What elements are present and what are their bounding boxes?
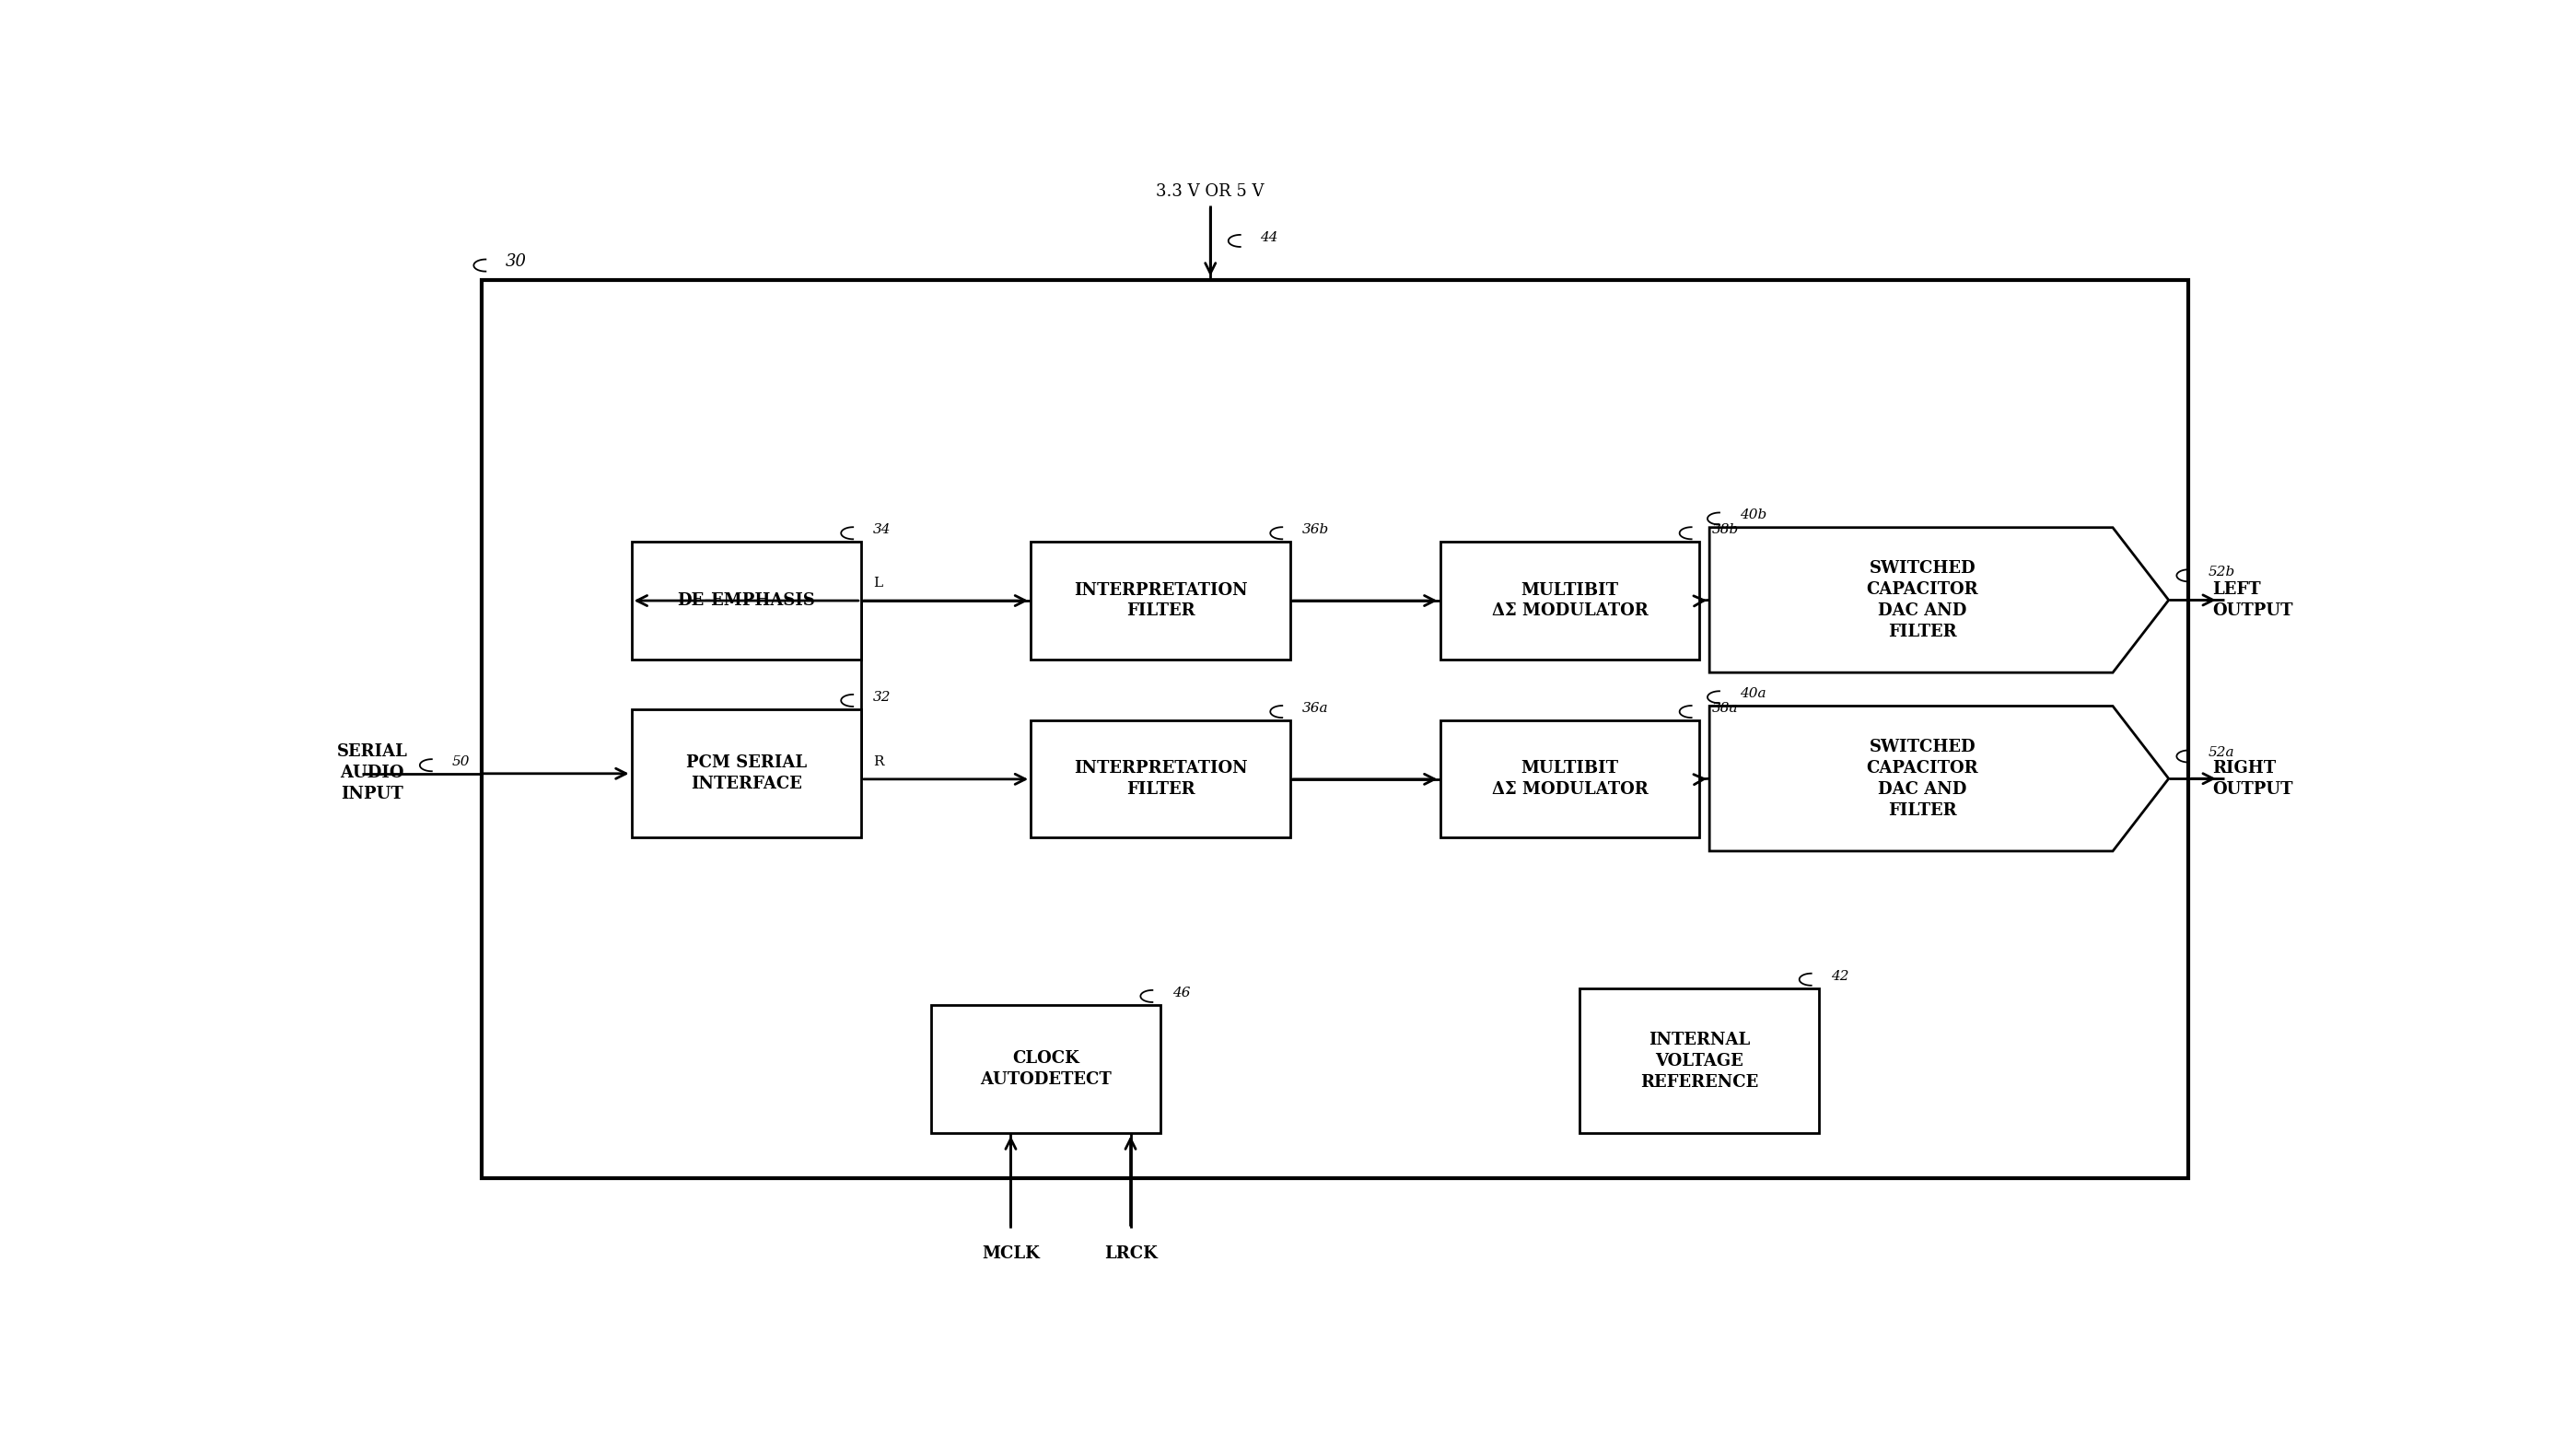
Bar bbox=[1440, 720, 1700, 838]
Text: INTERPRETATION
FILTER: INTERPRETATION FILTER bbox=[1074, 761, 1247, 798]
Text: 32: 32 bbox=[873, 691, 891, 704]
Text: 3.3 V OR 5 V: 3.3 V OR 5 V bbox=[1157, 183, 1265, 200]
Text: 36a: 36a bbox=[1303, 701, 1329, 714]
Text: MULTIBIT
ΔΣ MODULATOR: MULTIBIT ΔΣ MODULATOR bbox=[1492, 582, 1649, 620]
Text: 36b: 36b bbox=[1303, 523, 1329, 536]
Text: INTERPRETATION
FILTER: INTERPRETATION FILTER bbox=[1074, 582, 1247, 620]
Bar bbox=[1440, 542, 1700, 659]
Bar bbox=[1030, 542, 1291, 659]
Text: SWITCHED
CAPACITOR
DAC AND
FILTER: SWITCHED CAPACITOR DAC AND FILTER bbox=[1865, 739, 1978, 819]
Polygon shape bbox=[1710, 706, 2169, 851]
Text: 40b: 40b bbox=[1739, 509, 1767, 522]
Text: 42: 42 bbox=[1832, 969, 1850, 982]
Text: DE-EMPHASIS: DE-EMPHASIS bbox=[677, 593, 814, 609]
Text: 40a: 40a bbox=[1739, 687, 1765, 700]
Text: SERIAL
AUDIO
INPUT: SERIAL AUDIO INPUT bbox=[337, 743, 407, 803]
Text: INTERNAL
VOLTAGE
REFERENCE: INTERNAL VOLTAGE REFERENCE bbox=[1641, 1032, 1759, 1090]
Text: LEFT
OUTPUT: LEFT OUTPUT bbox=[2213, 581, 2293, 619]
Text: L: L bbox=[873, 577, 884, 590]
Text: 30: 30 bbox=[505, 254, 528, 271]
Bar bbox=[1030, 720, 1291, 838]
Bar bbox=[1579, 988, 1819, 1133]
Text: 46: 46 bbox=[1172, 987, 1190, 1000]
Text: PCM SERIAL
INTERFACE: PCM SERIAL INTERFACE bbox=[685, 755, 806, 793]
Text: SWITCHED
CAPACITOR
DAC AND
FILTER: SWITCHED CAPACITOR DAC AND FILTER bbox=[1865, 561, 1978, 640]
Text: 38a: 38a bbox=[1710, 701, 1739, 714]
Text: 34: 34 bbox=[873, 523, 891, 536]
Text: MCLK: MCLK bbox=[981, 1245, 1041, 1262]
Text: LRCK: LRCK bbox=[1105, 1245, 1157, 1262]
Polygon shape bbox=[1710, 527, 2169, 672]
Bar bbox=[631, 710, 860, 838]
Bar bbox=[482, 280, 2190, 1178]
Text: 52b: 52b bbox=[2208, 565, 2236, 578]
Text: 52a: 52a bbox=[2208, 746, 2236, 759]
Text: 50: 50 bbox=[451, 755, 469, 768]
Text: CLOCK
AUTODETECT: CLOCK AUTODETECT bbox=[979, 1051, 1110, 1088]
Text: RIGHT
OUTPUT: RIGHT OUTPUT bbox=[2213, 759, 2293, 797]
Text: 38b: 38b bbox=[1710, 523, 1739, 536]
Bar bbox=[631, 542, 860, 659]
Bar bbox=[930, 1006, 1159, 1133]
Text: R: R bbox=[873, 755, 884, 768]
Text: 44: 44 bbox=[1260, 230, 1278, 243]
Text: MULTIBIT
ΔΣ MODULATOR: MULTIBIT ΔΣ MODULATOR bbox=[1492, 761, 1649, 798]
